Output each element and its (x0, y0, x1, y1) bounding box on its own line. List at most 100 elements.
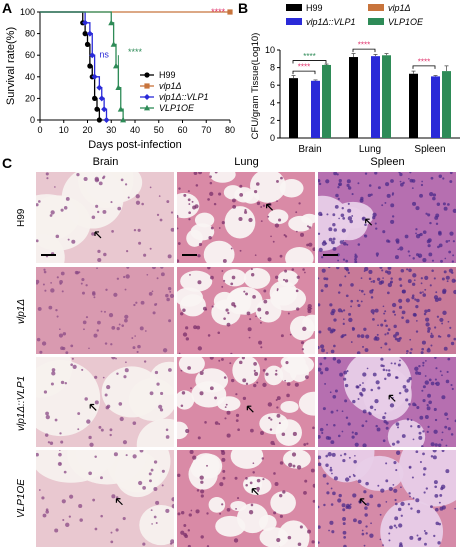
cell-nucleus (332, 394, 337, 399)
legend-label: VLP1OE (159, 103, 195, 113)
cell-nucleus (296, 230, 298, 233)
data-point (144, 83, 150, 89)
cell-nucleus (265, 310, 269, 315)
cell-nucleus (422, 291, 424, 293)
cell-nucleus (418, 233, 421, 236)
cell-nucleus (291, 268, 295, 271)
histology-row-label: H99 (16, 208, 27, 228)
cell-nucleus (395, 469, 398, 472)
cell-nucleus (434, 298, 439, 302)
cell-nucleus (434, 357, 437, 360)
cell-nucleus (349, 503, 352, 506)
cell-nucleus (182, 308, 186, 313)
cell-nucleus (177, 473, 181, 478)
cell-nucleus (434, 326, 437, 329)
cell-nucleus (318, 541, 320, 544)
cell-nucleus (375, 380, 380, 385)
cell-nucleus (402, 384, 407, 389)
cell-nucleus (142, 485, 146, 490)
cell-nucleus (382, 415, 386, 420)
cell-nucleus (222, 469, 226, 473)
cell-nucleus (338, 217, 340, 220)
cell-nucleus (165, 508, 170, 513)
cell-nucleus (60, 346, 64, 350)
cell-nucleus (188, 218, 191, 221)
tissue-lesion (177, 421, 189, 440)
cell-nucleus (431, 269, 434, 272)
cell-nucleus (350, 341, 353, 343)
cell-nucleus (63, 470, 67, 474)
legend-label: vlp1Δ::VLP1 (306, 17, 356, 27)
data-point (94, 106, 100, 112)
cell-nucleus (123, 275, 126, 279)
annotation: **** (303, 52, 315, 61)
cell-nucleus (260, 431, 264, 435)
cell-nucleus (318, 525, 321, 529)
cell-nucleus (364, 513, 368, 517)
tissue-lesion (136, 418, 174, 447)
cell-nucleus (348, 312, 352, 316)
cell-nucleus (376, 277, 381, 281)
cell-nucleus (385, 369, 388, 372)
cell-nucleus (93, 333, 98, 338)
cell-nucleus (306, 442, 309, 445)
cell-nucleus (351, 193, 354, 196)
cell-nucleus (425, 487, 429, 490)
cell-nucleus (122, 440, 128, 445)
cell-nucleus (401, 434, 406, 438)
cell-nucleus (338, 493, 342, 498)
cell-nucleus (382, 544, 384, 547)
cell-nucleus (245, 292, 249, 296)
cell-nucleus (415, 450, 419, 454)
cell-nucleus (218, 359, 221, 362)
cell-nucleus (151, 290, 154, 293)
cell-nucleus (322, 240, 326, 244)
cell-nucleus (408, 492, 411, 495)
cell-nucleus (248, 217, 253, 223)
cell-nucleus (390, 281, 392, 284)
cell-nucleus (394, 255, 399, 260)
cell-nucleus (346, 370, 349, 373)
cell-nucleus (104, 393, 108, 397)
cell-nucleus (45, 510, 49, 514)
cell-nucleus (432, 455, 437, 460)
cell-nucleus (227, 311, 230, 315)
legend-swatch (368, 4, 384, 11)
cell-nucleus (357, 479, 362, 484)
cell-nucleus (183, 532, 187, 537)
cell-nucleus (438, 501, 441, 504)
cell-nucleus (407, 279, 412, 284)
cell-nucleus (50, 288, 55, 293)
cell-nucleus (270, 418, 273, 421)
cell-nucleus (422, 230, 427, 234)
cell-nucleus (59, 328, 61, 331)
cell-nucleus (418, 431, 422, 435)
cell-nucleus (239, 249, 242, 252)
cell-nucleus (161, 484, 164, 487)
cell-nucleus (67, 238, 70, 241)
cell-nucleus (60, 380, 65, 385)
cell-nucleus (429, 192, 434, 197)
cell-nucleus (154, 370, 159, 375)
cell-nucleus (36, 337, 41, 342)
cell-nucleus (369, 533, 374, 538)
cell-nucleus (307, 529, 311, 534)
cell-nucleus (347, 202, 350, 205)
cell-nucleus (434, 378, 437, 381)
cell-nucleus (360, 334, 365, 339)
data-point (227, 9, 233, 15)
cell-nucleus (160, 272, 165, 277)
cell-nucleus (410, 419, 413, 421)
cell-nucleus (65, 522, 70, 528)
cell-nucleus (404, 388, 409, 393)
cell-nucleus (443, 206, 448, 211)
cell-nucleus (410, 348, 413, 351)
x-tick-label: 60 (177, 125, 187, 135)
cell-nucleus (333, 318, 337, 322)
cell-nucleus (43, 270, 47, 274)
cell-nucleus (351, 435, 355, 439)
cell-nucleus (318, 345, 320, 350)
cell-nucleus (152, 311, 156, 315)
cell-nucleus (400, 501, 405, 507)
cell-nucleus (441, 277, 445, 281)
